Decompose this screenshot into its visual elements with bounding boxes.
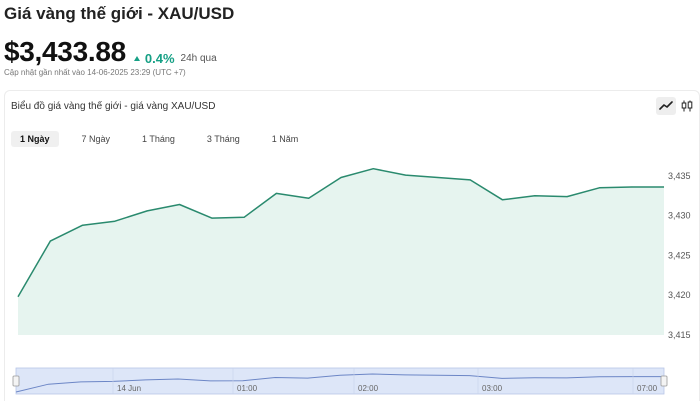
data-point-3 [114, 220, 116, 222]
data-point-15 [501, 199, 503, 201]
y-tick-label: 3,425 [668, 251, 691, 261]
data-point-6 [211, 217, 213, 219]
price-area [18, 168, 664, 335]
navigator-label: 03:00 [482, 384, 503, 393]
data-point-16 [534, 195, 536, 197]
chart-title: Biểu đồ giá vàng thế giới - giá vàng XAU… [11, 101, 216, 112]
price-line [17, 167, 664, 298]
price-change: 0.4% 24h qua [133, 51, 217, 66]
data-point-18 [598, 187, 600, 189]
tab-3-months[interactable]: 3 Tháng [206, 134, 240, 144]
current-price: $3,433.88 [4, 36, 126, 67]
change-percent: 0.4% [144, 51, 175, 66]
change-period: 24h qua [180, 53, 217, 64]
navigator-left-handle[interactable] [12, 375, 20, 387]
period-tabs: 1 Ngày 7 Ngày 1 Tháng 3 Tháng 1 Năm [11, 131, 321, 147]
navigator-label: 01:00 [237, 384, 258, 393]
data-point-14 [469, 179, 471, 181]
tab-1-year[interactable]: 1 Năm [271, 134, 299, 144]
candlestick-icon[interactable] [677, 97, 697, 115]
data-point-0 [17, 296, 19, 298]
y-tick-label: 3,430 [668, 211, 691, 221]
page-title: Giá vàng thế giới - XAU/USD [4, 4, 235, 23]
data-point-2 [81, 224, 83, 226]
data-point-4 [146, 210, 148, 212]
y-tick-label: 3,435 [668, 171, 691, 181]
y-tick-label: 3,420 [668, 290, 691, 300]
data-point-17 [566, 195, 568, 197]
navigator-label: 07:00 [637, 384, 658, 393]
data-point-11 [372, 168, 374, 170]
y-tick-label: 3,415 [668, 330, 691, 340]
data-point-10 [340, 176, 342, 178]
data-point-5 [178, 203, 180, 205]
last-updated: Cập nhật gần nhất vào 14-06-2025 23:29 (… [4, 68, 186, 77]
data-point-1 [49, 240, 51, 242]
tab-1-month[interactable]: 1 Tháng [142, 134, 175, 144]
price-row: $3,433.88 0.4% 24h qua [4, 36, 217, 68]
data-point-12 [404, 174, 406, 176]
data-point-7 [243, 216, 245, 218]
data-point-13 [437, 176, 439, 178]
navigator-line [15, 373, 664, 393]
up-arrow-icon [133, 56, 140, 61]
data-point-9 [308, 197, 310, 199]
line-chart-icon[interactable] [656, 97, 676, 115]
tab-1-day[interactable]: 1 Ngày [11, 131, 59, 147]
navigator-label: 14 Jun [117, 384, 141, 393]
data-point-8 [275, 192, 277, 194]
navigator-label: 02:00 [358, 384, 379, 393]
data-point-20 [663, 186, 665, 188]
tab-7-days[interactable]: 7 Ngày [81, 134, 111, 144]
data-point-19 [631, 186, 633, 188]
navigator-right-handle[interactable] [660, 375, 668, 387]
